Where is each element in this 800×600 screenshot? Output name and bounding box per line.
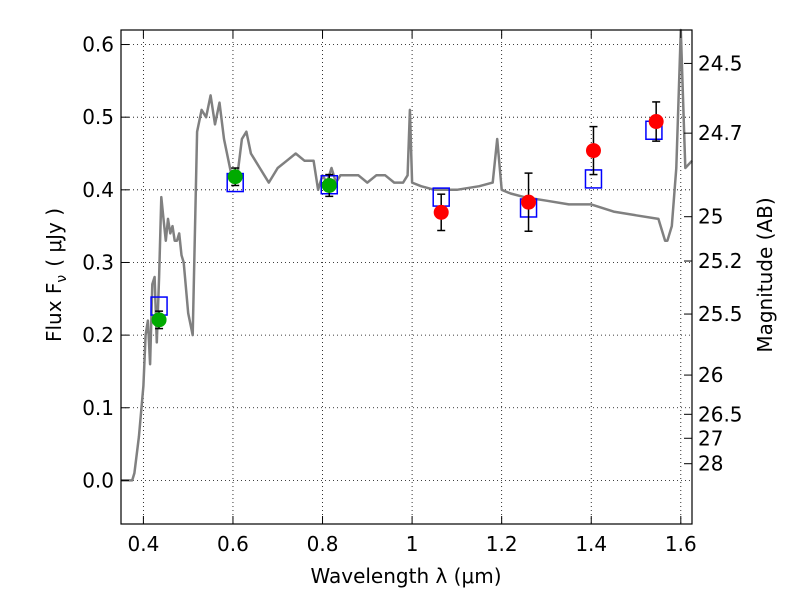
ticks: 0.4 0.6 0.8 1 1.2 1.4 1.6 0.0 0.1 0.2 0.3 0.4 0.5 0.6… bbox=[82, 30, 743, 556]
y-tick-label: 0.0 bbox=[82, 468, 114, 492]
photometry-point bbox=[151, 312, 167, 328]
photometry-point bbox=[521, 194, 537, 210]
x-tick-label: 1.6 bbox=[665, 532, 697, 556]
y-axis-label: Flux Fν ( μJy ) bbox=[42, 208, 70, 342]
photometry-point bbox=[227, 169, 243, 185]
spectrum-curve bbox=[121, 28, 693, 482]
x-tick-label: 1 bbox=[406, 532, 419, 556]
x-tick-label: 0.8 bbox=[307, 532, 339, 556]
y2-tick-label: 26 bbox=[698, 363, 723, 387]
grid-lines bbox=[121, 30, 692, 524]
photometry-point bbox=[648, 114, 664, 130]
secondary-y-axis-label: Magnitude (AB) bbox=[753, 197, 777, 352]
photometry-point bbox=[585, 143, 601, 159]
spectrum-layer bbox=[121, 28, 693, 482]
y2-tick-label: 24.5 bbox=[698, 51, 743, 75]
y-tick-label: 0.5 bbox=[82, 105, 114, 129]
x-tick-label: 1.4 bbox=[575, 532, 607, 556]
y2-tick-label: 26.5 bbox=[698, 402, 743, 426]
y2-tick-label: 27 bbox=[698, 426, 723, 450]
photometry-point bbox=[321, 177, 337, 193]
photometry-point bbox=[433, 204, 449, 220]
marker-layer bbox=[150, 101, 664, 330]
y-axis-label-main: Flux F bbox=[42, 283, 66, 342]
y2-tick-label: 25 bbox=[698, 205, 723, 229]
plot-frame bbox=[120, 29, 693, 525]
y-axis-label-unit: ( μJy ) bbox=[42, 208, 66, 267]
y-tick-label: 0.6 bbox=[82, 33, 114, 57]
y2-tick-label: 28 bbox=[698, 452, 723, 476]
y-tick-label: 0.3 bbox=[82, 250, 114, 274]
x-tick-label: 0.6 bbox=[217, 532, 249, 556]
y2-tick-label: 25.5 bbox=[698, 302, 743, 326]
y-tick-label: 0.2 bbox=[82, 323, 114, 347]
x-tick-label: 0.4 bbox=[127, 532, 159, 556]
x-tick-label: 1.2 bbox=[486, 532, 518, 556]
y-tick-label: 0.4 bbox=[82, 178, 114, 202]
y2-tick-label: 25.2 bbox=[698, 249, 743, 273]
y2-tick-label: 24.7 bbox=[698, 121, 743, 145]
y-tick-label: 0.1 bbox=[82, 396, 114, 420]
x-axis-label: Wavelength λ (μm) bbox=[310, 564, 501, 588]
y-axis-label-subscript: ν bbox=[54, 275, 70, 283]
